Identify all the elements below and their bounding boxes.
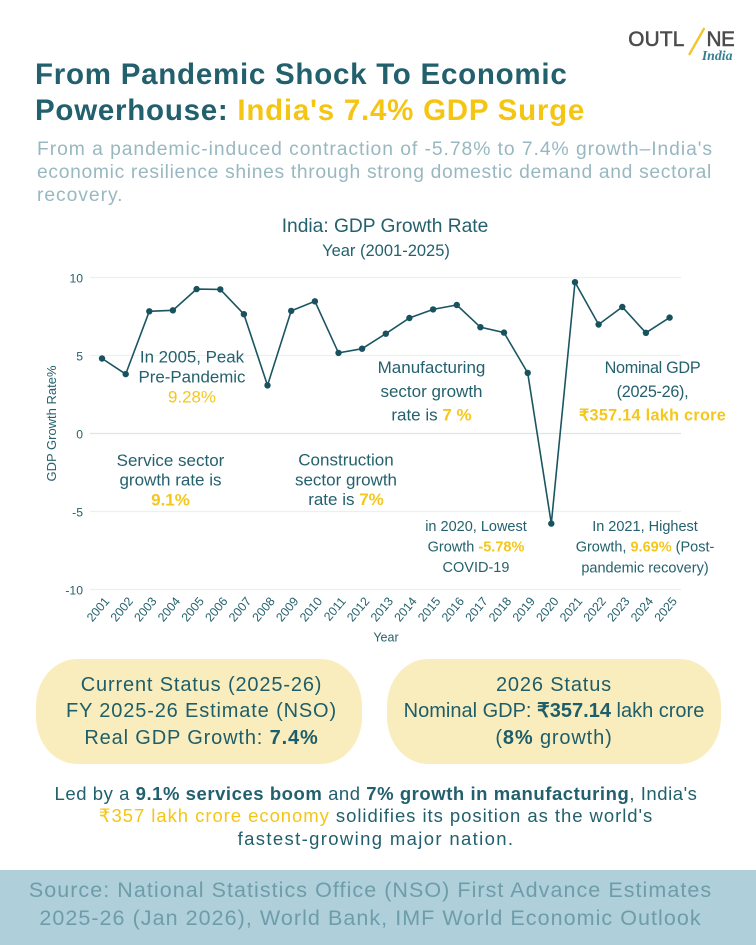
- svg-text:India: India: [701, 48, 733, 63]
- svg-text:rate is 7%: rate is 7%: [308, 490, 384, 509]
- svg-text:pandemic recovery): pandemic recovery): [581, 561, 708, 577]
- svg-text:0: 0: [76, 427, 83, 441]
- svg-text:Year (2001-2025): Year (2001-2025): [322, 242, 450, 260]
- svg-text:2001: 2001: [84, 594, 112, 624]
- svg-text:5: 5: [76, 349, 83, 363]
- svg-text:2008: 2008: [249, 594, 277, 624]
- svg-text:Growth, 9.69% (Post-: Growth, 9.69% (Post-: [576, 540, 715, 556]
- svg-text:2021: 2021: [557, 594, 585, 624]
- svg-text:2010: 2010: [297, 594, 325, 624]
- svg-text:OUTL: OUTL: [628, 28, 684, 51]
- svg-text:Manufacturing: Manufacturing: [378, 358, 486, 377]
- svg-text:2018: 2018: [486, 594, 514, 624]
- svg-text:GDP Growth Rate%: GDP Growth Rate%: [44, 365, 59, 482]
- svg-text:rate is 7 %: rate is 7 %: [391, 405, 471, 424]
- svg-text:2023: 2023: [604, 594, 632, 624]
- svg-text:2011: 2011: [321, 594, 349, 623]
- svg-text:2016: 2016: [439, 594, 467, 624]
- svg-text:2025: 2025: [652, 594, 680, 624]
- svg-text:2006: 2006: [202, 594, 230, 624]
- svg-text:In 2021, Highest: In 2021, Highest: [592, 519, 698, 535]
- svg-text:₹357.14 lakh crore: ₹357.14 lakh crore: [579, 407, 726, 425]
- svg-text:9.1%: 9.1%: [151, 491, 190, 510]
- svg-text:Construction: Construction: [298, 450, 393, 469]
- svg-text:2004: 2004: [155, 594, 183, 624]
- svg-text:2024: 2024: [628, 594, 656, 624]
- svg-text:2015: 2015: [415, 594, 443, 624]
- svg-text:2013: 2013: [368, 594, 396, 624]
- svg-text:2017: 2017: [462, 594, 490, 624]
- svg-text:2003: 2003: [131, 594, 159, 624]
- svg-text:sector growth: sector growth: [295, 470, 397, 489]
- svg-text:2014: 2014: [391, 594, 419, 624]
- svg-text:9.28%: 9.28%: [168, 387, 216, 406]
- svg-text:Nominal GDP: Nominal GDP: [605, 359, 701, 377]
- svg-text:(2025-26),: (2025-26),: [617, 383, 689, 401]
- svg-text:2005: 2005: [179, 594, 207, 624]
- svg-text:Service sector: Service sector: [117, 451, 225, 470]
- svg-text:Pre-Pandemic: Pre-Pandemic: [138, 367, 245, 386]
- svg-text:Year: Year: [373, 631, 398, 645]
- svg-text:2009: 2009: [273, 594, 301, 624]
- svg-text:NE: NE: [707, 28, 735, 51]
- svg-text:2007: 2007: [226, 594, 254, 624]
- svg-text:2019: 2019: [510, 594, 538, 624]
- svg-text:2012: 2012: [344, 594, 372, 624]
- svg-text:in 2020, Lowest: in 2020, Lowest: [425, 519, 527, 535]
- svg-text:growth rate is: growth rate is: [119, 471, 221, 490]
- svg-text:India: GDP Growth Rate: India: GDP Growth Rate: [282, 216, 489, 237]
- svg-text:10: 10: [69, 271, 83, 285]
- svg-text:-5: -5: [72, 505, 83, 519]
- svg-text:sector growth: sector growth: [380, 382, 482, 401]
- svg-text:2022: 2022: [581, 594, 609, 624]
- svg-text:2020: 2020: [533, 594, 561, 624]
- svg-text:Growth -5.78%: Growth -5.78%: [428, 539, 525, 555]
- svg-text:COVID-19: COVID-19: [443, 560, 510, 576]
- svg-text:In 2005, Peak: In 2005, Peak: [140, 347, 245, 366]
- svg-text:-10: -10: [65, 583, 83, 597]
- svg-text:2002: 2002: [108, 594, 136, 624]
